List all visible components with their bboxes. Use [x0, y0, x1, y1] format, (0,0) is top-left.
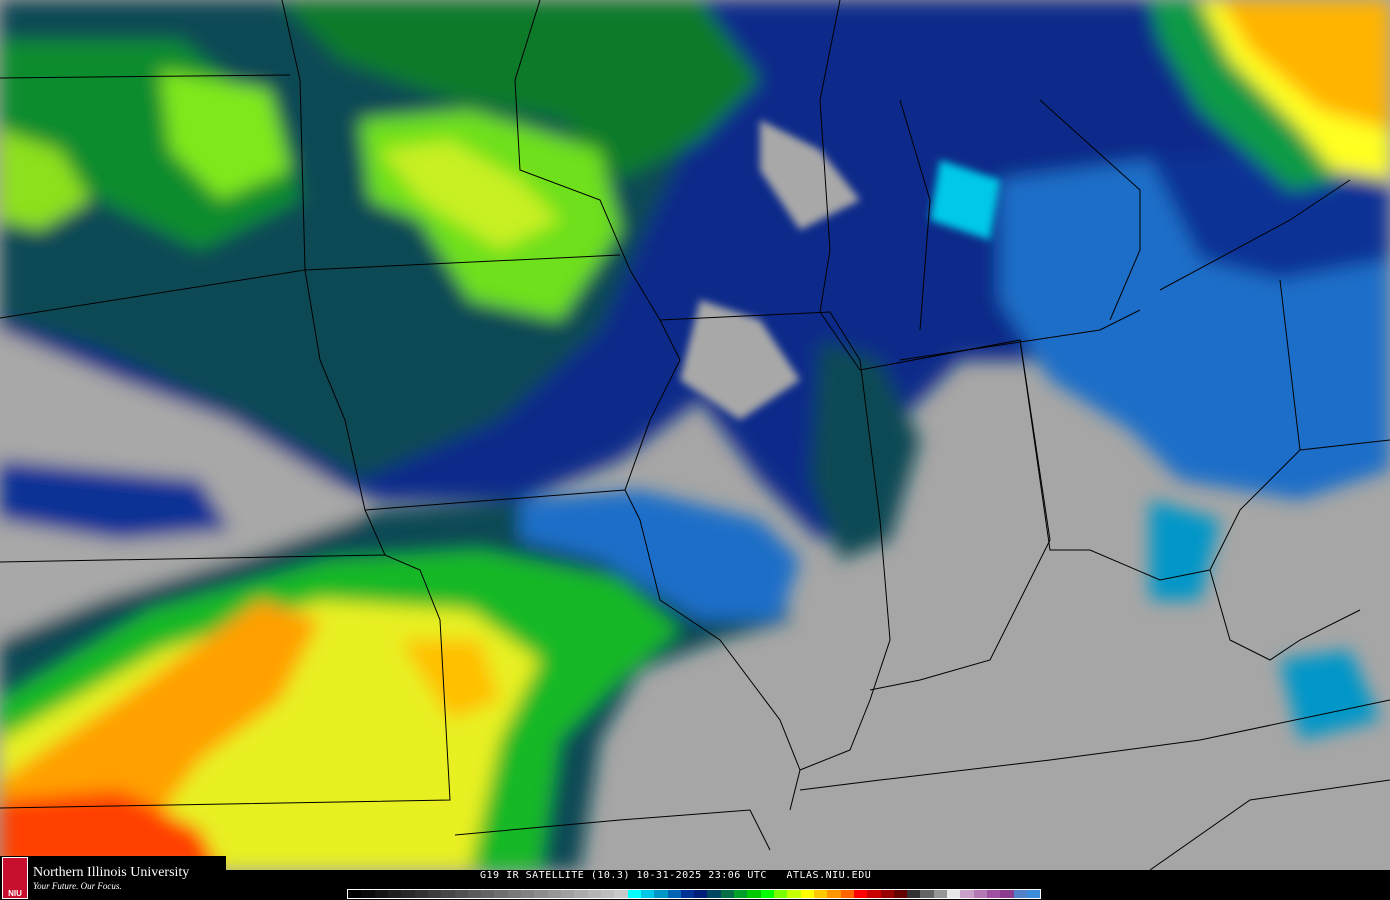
colorbar-swatch	[414, 890, 428, 898]
colorbar-swatch	[561, 890, 575, 898]
colorbar-swatch	[1000, 890, 1014, 898]
colorbar-swatch	[427, 890, 442, 898]
colorbar-swatch	[467, 890, 482, 898]
colorbar-swatch	[667, 890, 681, 898]
temperature-colorbar	[347, 889, 1041, 899]
logo-text: Northern Illinois University Your Future…	[33, 865, 189, 892]
ir-satellite-map	[0, 0, 1390, 870]
cloud-edges	[680, 120, 1000, 420]
colorbar-swatch	[627, 890, 641, 898]
colorbar-swatch	[734, 890, 748, 898]
colorbar-swatch	[374, 890, 388, 898]
colorbar-swatch	[960, 890, 974, 898]
colorbar-swatch	[547, 890, 561, 898]
logo-tagline: Your Future. Our Focus.	[33, 880, 122, 891]
colorbar-swatch	[827, 890, 841, 898]
state-borders	[0, 0, 1390, 870]
colorbar-swatch	[893, 890, 908, 898]
colorbar-swatch	[787, 890, 801, 898]
colorbar-swatch	[920, 890, 934, 898]
colorbar-swatch	[907, 890, 921, 898]
colorbar-swatch	[361, 890, 375, 898]
logo-mark-text: NIU	[8, 889, 22, 898]
colorbar-swatch	[694, 890, 708, 898]
colorbar-swatch	[867, 890, 881, 898]
colorbar-swatch	[1026, 890, 1041, 898]
colorbar-swatch	[987, 890, 1001, 898]
colorbar-swatch	[747, 890, 761, 898]
colorbar-swatch	[348, 890, 362, 898]
colorbar-swatch	[521, 890, 535, 898]
colorbar-swatch	[534, 890, 548, 898]
colorbar-swatch	[680, 890, 695, 898]
colorbar-swatch	[840, 890, 854, 898]
colorbar-swatch	[401, 890, 415, 898]
colorbar-swatch	[813, 890, 828, 898]
colorbar-swatch	[720, 890, 735, 898]
niu-logo[interactable]: NIU Northern Illinois University Your Fu…	[0, 856, 226, 900]
colorbar-swatch	[600, 890, 615, 898]
colorbar-swatch	[707, 890, 721, 898]
colorbar-swatch	[481, 890, 495, 898]
colorbar-swatch	[654, 890, 668, 898]
colorbar-swatch	[587, 890, 601, 898]
colorbar-swatch	[933, 890, 948, 898]
colorbar-swatch	[640, 890, 655, 898]
cloud-layer	[0, 0, 1390, 870]
colorbar-swatch	[1013, 890, 1027, 898]
logo-name: Northern Illinois University	[33, 864, 190, 880]
colorbar-swatch	[441, 890, 455, 898]
colorbar-swatch	[507, 890, 522, 898]
colorbar-swatch	[800, 890, 814, 898]
colorbar-swatch	[760, 890, 774, 898]
colorbar-swatch	[973, 890, 987, 898]
colorbar-swatch	[387, 890, 402, 898]
niu-seal-icon: NIU	[2, 857, 28, 899]
colorbar-swatch	[454, 890, 468, 898]
colorbar-swatch	[947, 890, 961, 898]
colorbar-swatch	[614, 890, 628, 898]
colorbar-swatch	[853, 890, 868, 898]
colorbar-swatch	[880, 890, 894, 898]
colorbar-swatch	[494, 890, 508, 898]
image-caption: G19 IR SATELLITE (10.3) 10-31-2025 23:06…	[480, 870, 872, 881]
colorbar-swatch	[774, 890, 788, 898]
colorbar-swatch	[574, 890, 588, 898]
